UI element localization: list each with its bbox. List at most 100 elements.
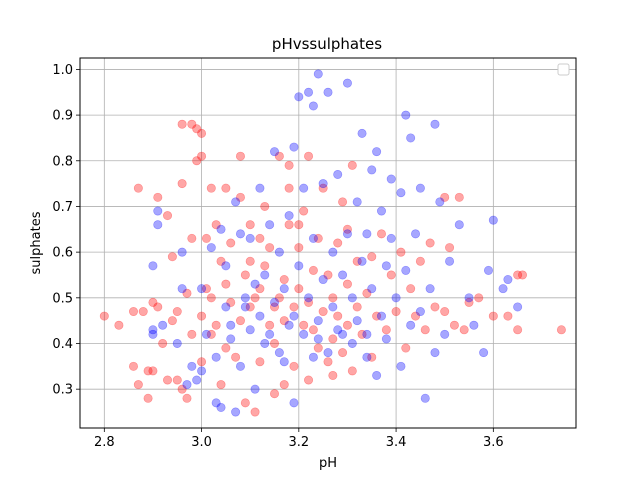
scatter-point-series-2 — [304, 87, 314, 97]
x-tick-label: 3.2 — [288, 435, 309, 450]
scatter-point-series-2 — [294, 261, 304, 271]
scatter-point-series-1 — [362, 288, 372, 298]
scatter-point-series-2 — [406, 320, 416, 330]
scatter-point-series-1 — [464, 297, 474, 307]
scatter-point-series-2 — [333, 325, 343, 335]
scatter-point-series-2 — [226, 320, 236, 330]
scatter-point-series-2 — [372, 370, 382, 380]
scatter-point-series-1 — [128, 361, 138, 371]
scatter-point-series-2 — [153, 206, 163, 216]
scatter-point-series-1 — [250, 407, 260, 417]
scatter-point-series-1 — [313, 343, 323, 353]
scatter-point-series-1 — [333, 238, 343, 248]
scatter-point-series-1 — [148, 366, 158, 376]
scatter-point-series-1 — [167, 316, 177, 326]
scatter-point-series-1 — [357, 329, 367, 339]
scatter-point-series-1 — [313, 233, 323, 243]
scatter-point-series-2 — [406, 133, 416, 143]
scatter-point-series-2 — [245, 325, 255, 335]
grid — [80, 58, 576, 428]
scatter-point-series-2 — [274, 348, 284, 358]
scatter-point-series-2 — [148, 261, 158, 271]
scatter-point-series-1 — [391, 307, 401, 317]
scatter-point-series-1 — [430, 302, 440, 312]
scatter-point-series-1 — [440, 307, 450, 317]
scatter-point-series-2 — [362, 229, 372, 239]
scatter-point-series-1 — [177, 119, 187, 129]
scatter-point-series-2 — [488, 215, 498, 225]
scatter-point-series-1 — [415, 256, 425, 266]
scatter-point-series-2 — [274, 247, 284, 257]
scatter-point-series-2 — [386, 233, 396, 243]
scatter-point-series-1 — [347, 366, 357, 376]
scatter-point-series-1 — [206, 293, 216, 303]
scatter-point-series-2 — [328, 247, 338, 257]
scatter-point-series-2 — [415, 183, 425, 193]
scatter-point-series-2 — [318, 275, 328, 285]
scatter-point-series-2 — [411, 229, 421, 239]
scatter-point-series-1 — [197, 151, 207, 161]
scatter-point-series-1 — [294, 284, 304, 294]
scatter-point-series-1 — [406, 284, 416, 294]
scatter-point-series-2 — [245, 233, 255, 243]
scatter-point-series-2 — [440, 329, 450, 339]
scatter-point-series-1 — [513, 325, 523, 335]
scatter-point-series-1 — [376, 229, 386, 239]
scatter-point-series-2 — [231, 407, 241, 417]
scatter-point-series-2 — [177, 284, 187, 294]
scatter-point-series-2 — [401, 110, 411, 120]
scatter-point-series-1 — [503, 311, 513, 321]
x-axis-label: pH — [319, 456, 337, 471]
scatter-point-series-1 — [328, 334, 338, 344]
scatter-point-series-2 — [323, 87, 333, 97]
chart-title: pHvssulphates — [272, 35, 382, 53]
scatter-point-series-2 — [289, 142, 299, 152]
data-points — [99, 69, 566, 417]
scatter-point-series-1 — [221, 343, 231, 353]
scatter-point-series-1 — [396, 247, 406, 257]
scatter-point-series-1 — [240, 270, 250, 280]
scatter-point-series-1 — [133, 183, 143, 193]
scatter-point-series-1 — [386, 270, 396, 280]
scatter-point-series-1 — [201, 233, 211, 243]
y-axis-label: sulphates — [29, 211, 44, 274]
scatter-point-series-1 — [177, 384, 187, 394]
scatter-point-series-1 — [221, 279, 231, 289]
scatter-point-series-1 — [342, 320, 352, 330]
scatter-point-series-1 — [513, 270, 523, 280]
scatter-point-series-1 — [556, 325, 566, 335]
scatter-point-series-2 — [513, 302, 523, 312]
scatter-point-series-1 — [128, 307, 138, 317]
y-tick-label: 0.4 — [52, 337, 73, 352]
scatter-point-series-1 — [401, 343, 411, 353]
scatter-point-series-1 — [216, 380, 226, 390]
scatter-point-series-2 — [401, 265, 411, 275]
scatter-point-series-2 — [197, 366, 207, 376]
scatter-point-series-2 — [357, 128, 367, 138]
scatter-point-series-1 — [143, 366, 153, 376]
scatter-point-series-1 — [187, 329, 197, 339]
scatter-point-series-2 — [308, 352, 318, 362]
scatter-point-series-1 — [333, 311, 343, 321]
scatter-point-series-2 — [279, 284, 289, 294]
scatter-point-series-1 — [172, 375, 182, 385]
scatter-point-series-1 — [265, 320, 275, 330]
scatter-point-series-2 — [445, 256, 455, 266]
scatter-point-series-1 — [182, 288, 192, 298]
scatter-point-series-1 — [265, 243, 275, 253]
scatter-point-series-1 — [318, 183, 328, 193]
scatter-point-series-2 — [396, 361, 406, 371]
scatter-point-series-1 — [163, 211, 173, 221]
x-tick-label: 2.8 — [94, 435, 115, 450]
scatter-point-series-1 — [279, 316, 289, 326]
scatter-point-series-2 — [216, 224, 226, 234]
scatter-point-series-2 — [338, 329, 348, 339]
scatter-point-series-1 — [338, 197, 348, 207]
scatter-point-series-1 — [172, 307, 182, 317]
scatter-point-series-1 — [323, 357, 333, 367]
scatter-point-series-2 — [430, 119, 440, 129]
scatter-point-series-2 — [435, 197, 445, 207]
scatter-point-series-1 — [338, 348, 348, 358]
scatter-point-series-2 — [294, 92, 304, 102]
x-tick-label: 3.4 — [386, 435, 407, 450]
